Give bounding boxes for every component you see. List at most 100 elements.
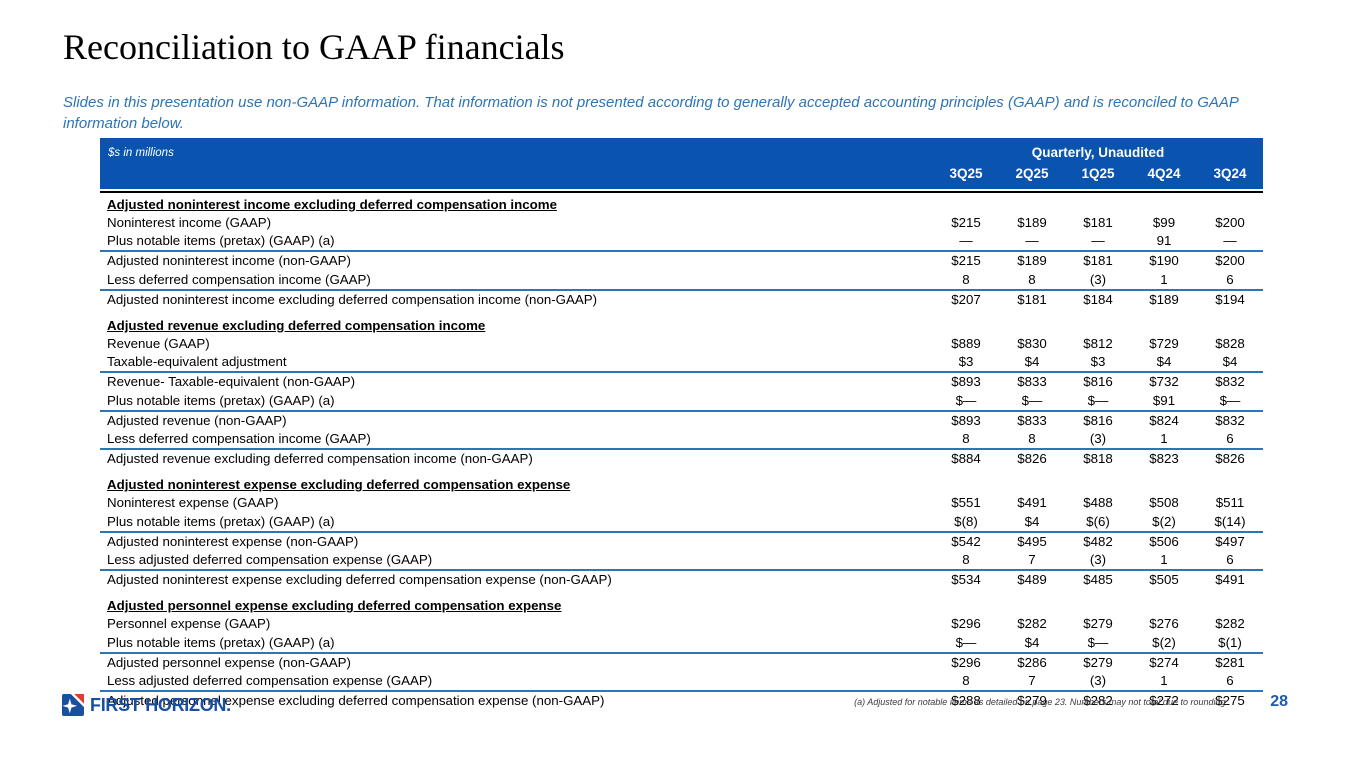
- cell-value: $181: [1083, 215, 1113, 230]
- column-header-3q24: 3Q24: [1213, 166, 1247, 181]
- table-row: Adjusted noninterest expense excluding d…: [100, 569, 1263, 589]
- reconciliation-table: $s in millions Quarterly, Unaudited 3Q25…: [100, 138, 1263, 710]
- cell-value: $189: [1149, 291, 1179, 307]
- cell-value: $—: [955, 634, 977, 650]
- cell-value: $832: [1215, 412, 1245, 428]
- cell-value: $4: [1024, 634, 1040, 650]
- cell-value: $893: [951, 412, 981, 428]
- cell-value: $(2): [1152, 634, 1176, 650]
- cell-value: $189: [1017, 215, 1047, 230]
- cell-value: $889: [951, 336, 981, 352]
- cell-value: $823: [1149, 451, 1179, 467]
- row-label: Personnel expense (GAAP): [107, 616, 271, 632]
- page-number: 28: [1270, 693, 1288, 710]
- cell-value: $491: [1215, 572, 1245, 588]
- row-label: Less deferred compensation income (GAAP): [107, 431, 371, 447]
- cell-value: $488: [1083, 495, 1113, 511]
- footnote: (a) Adjusted for notable items as detail…: [854, 697, 1228, 707]
- table-row: Adjusted personnel expense excluding def…: [100, 690, 1263, 710]
- cell-value: $275: [1215, 693, 1245, 709]
- row-label: Noninterest income (GAAP): [107, 215, 272, 230]
- row-label: Plus notable items (pretax) (GAAP) (a): [107, 233, 335, 249]
- cell-value: $296: [951, 654, 981, 670]
- column-header-1q25: 1Q25: [1081, 166, 1115, 181]
- row-label: Adjusted revenue (non-GAAP): [107, 412, 287, 428]
- cell-value: $(1): [1218, 634, 1242, 650]
- table-row: Plus notable items (pretax) (GAAP) (a) $—…: [100, 392, 1263, 410]
- table-header-row-2: 3Q25 2Q25 1Q25 4Q24 3Q24: [100, 163, 1263, 184]
- cell-value: $830: [1017, 336, 1047, 352]
- cell-value: $274: [1149, 654, 1179, 670]
- table-row: Less deferred compensation income (GAAP)…: [100, 271, 1263, 289]
- cell-value: 91: [1156, 233, 1172, 249]
- cell-value: 6: [1226, 431, 1234, 447]
- cell-value: 7: [1028, 673, 1036, 689]
- table-row: Adjusted revenue excluding deferred comp…: [100, 448, 1263, 468]
- cell-value: $215: [951, 215, 981, 230]
- cell-value: 1: [1160, 271, 1168, 287]
- cell-value: $4: [1024, 354, 1040, 370]
- table-row: Adjusted personnel expense (non-GAAP) $29…: [100, 651, 1263, 672]
- row-label: Revenue- Taxable-equivalent (non-GAAP): [107, 374, 356, 390]
- row-label: Noninterest expense (GAAP): [107, 495, 279, 511]
- cell-value: $812: [1083, 336, 1113, 352]
- row-label: Adjusted noninterest expense (non-GAAP): [107, 533, 359, 549]
- table-row: Adjusted noninterest income (non-GAAP) $2…: [100, 250, 1263, 270]
- cell-value: $189: [1017, 253, 1047, 269]
- cell-value: $833: [1017, 412, 1047, 428]
- cell-value: $279: [1083, 654, 1113, 670]
- cell-value: $279: [1017, 693, 1047, 709]
- group-header: Quarterly, Unaudited: [1031, 145, 1165, 160]
- cell-value: $(2): [1152, 513, 1176, 529]
- cell-value: —: [959, 233, 973, 249]
- cell-value: 1: [1160, 673, 1168, 689]
- cell-value: $281: [1215, 654, 1245, 670]
- cell-value: $534: [951, 572, 981, 588]
- cell-value: $99: [1152, 215, 1176, 230]
- cell-value: $542: [951, 533, 981, 549]
- cell-value: $828: [1215, 336, 1245, 352]
- cell-value: $—: [1087, 634, 1109, 650]
- cell-value: $282: [1215, 616, 1245, 632]
- column-header-4q24: 4Q24: [1147, 166, 1181, 181]
- cell-value: $3: [958, 354, 974, 370]
- cell-value: 8: [962, 271, 970, 287]
- cell-value: (3): [1089, 552, 1107, 568]
- row-label: Less adjusted deferred compensation expe…: [107, 673, 433, 689]
- cell-value: $505: [1149, 572, 1179, 588]
- row-label: Revenue (GAAP): [107, 336, 210, 352]
- first-horizon-logo: FIRST HORIZON.: [62, 694, 231, 716]
- cell-value: $200: [1215, 253, 1245, 269]
- row-label: Taxable-equivalent adjustment: [107, 354, 287, 370]
- cell-value: 1: [1160, 431, 1168, 447]
- cell-value: $296: [951, 616, 981, 632]
- cell-value: 8: [962, 552, 970, 568]
- row-label: Adjusted personnel expense excluding def…: [107, 693, 605, 709]
- cell-value: $288: [951, 693, 981, 709]
- cell-value: 7: [1028, 552, 1036, 568]
- cell-value: $276: [1149, 616, 1179, 632]
- row-label: Plus notable items (pretax) (GAAP) (a): [107, 634, 335, 650]
- table-row: Plus notable items (pretax) (GAAP) (a) — —…: [100, 232, 1263, 250]
- cell-value: $181: [1083, 253, 1113, 269]
- row-label: Adjusted revenue excluding deferred comp…: [107, 451, 533, 467]
- cell-value: $489: [1017, 572, 1047, 588]
- table-header: $s in millions Quarterly, Unaudited 3Q25…: [100, 138, 1263, 189]
- cell-value: (3): [1089, 431, 1107, 447]
- row-label: Plus notable items (pretax) (GAAP) (a): [107, 392, 335, 408]
- cell-value: $497: [1215, 533, 1245, 549]
- cell-value: $893: [951, 374, 981, 390]
- table-row: Plus notable items (pretax) (GAAP) (a) $—…: [100, 634, 1263, 652]
- cell-value: $818: [1083, 451, 1113, 467]
- cell-value: $194: [1215, 291, 1245, 307]
- cell-value: —: [1223, 233, 1237, 249]
- cell-value: $190: [1149, 253, 1179, 269]
- table-row: Revenue- Taxable-equivalent (non-GAAP) $8…: [100, 371, 1263, 391]
- section-header: Adjusted personnel expense excluding def…: [107, 598, 562, 614]
- cell-value: $491: [1017, 495, 1047, 511]
- cell-value: 8: [1028, 271, 1036, 287]
- row-label: Adjusted noninterest expense excluding d…: [107, 572, 612, 588]
- cell-value: $833: [1017, 374, 1047, 390]
- cell-value: $282: [1083, 693, 1113, 709]
